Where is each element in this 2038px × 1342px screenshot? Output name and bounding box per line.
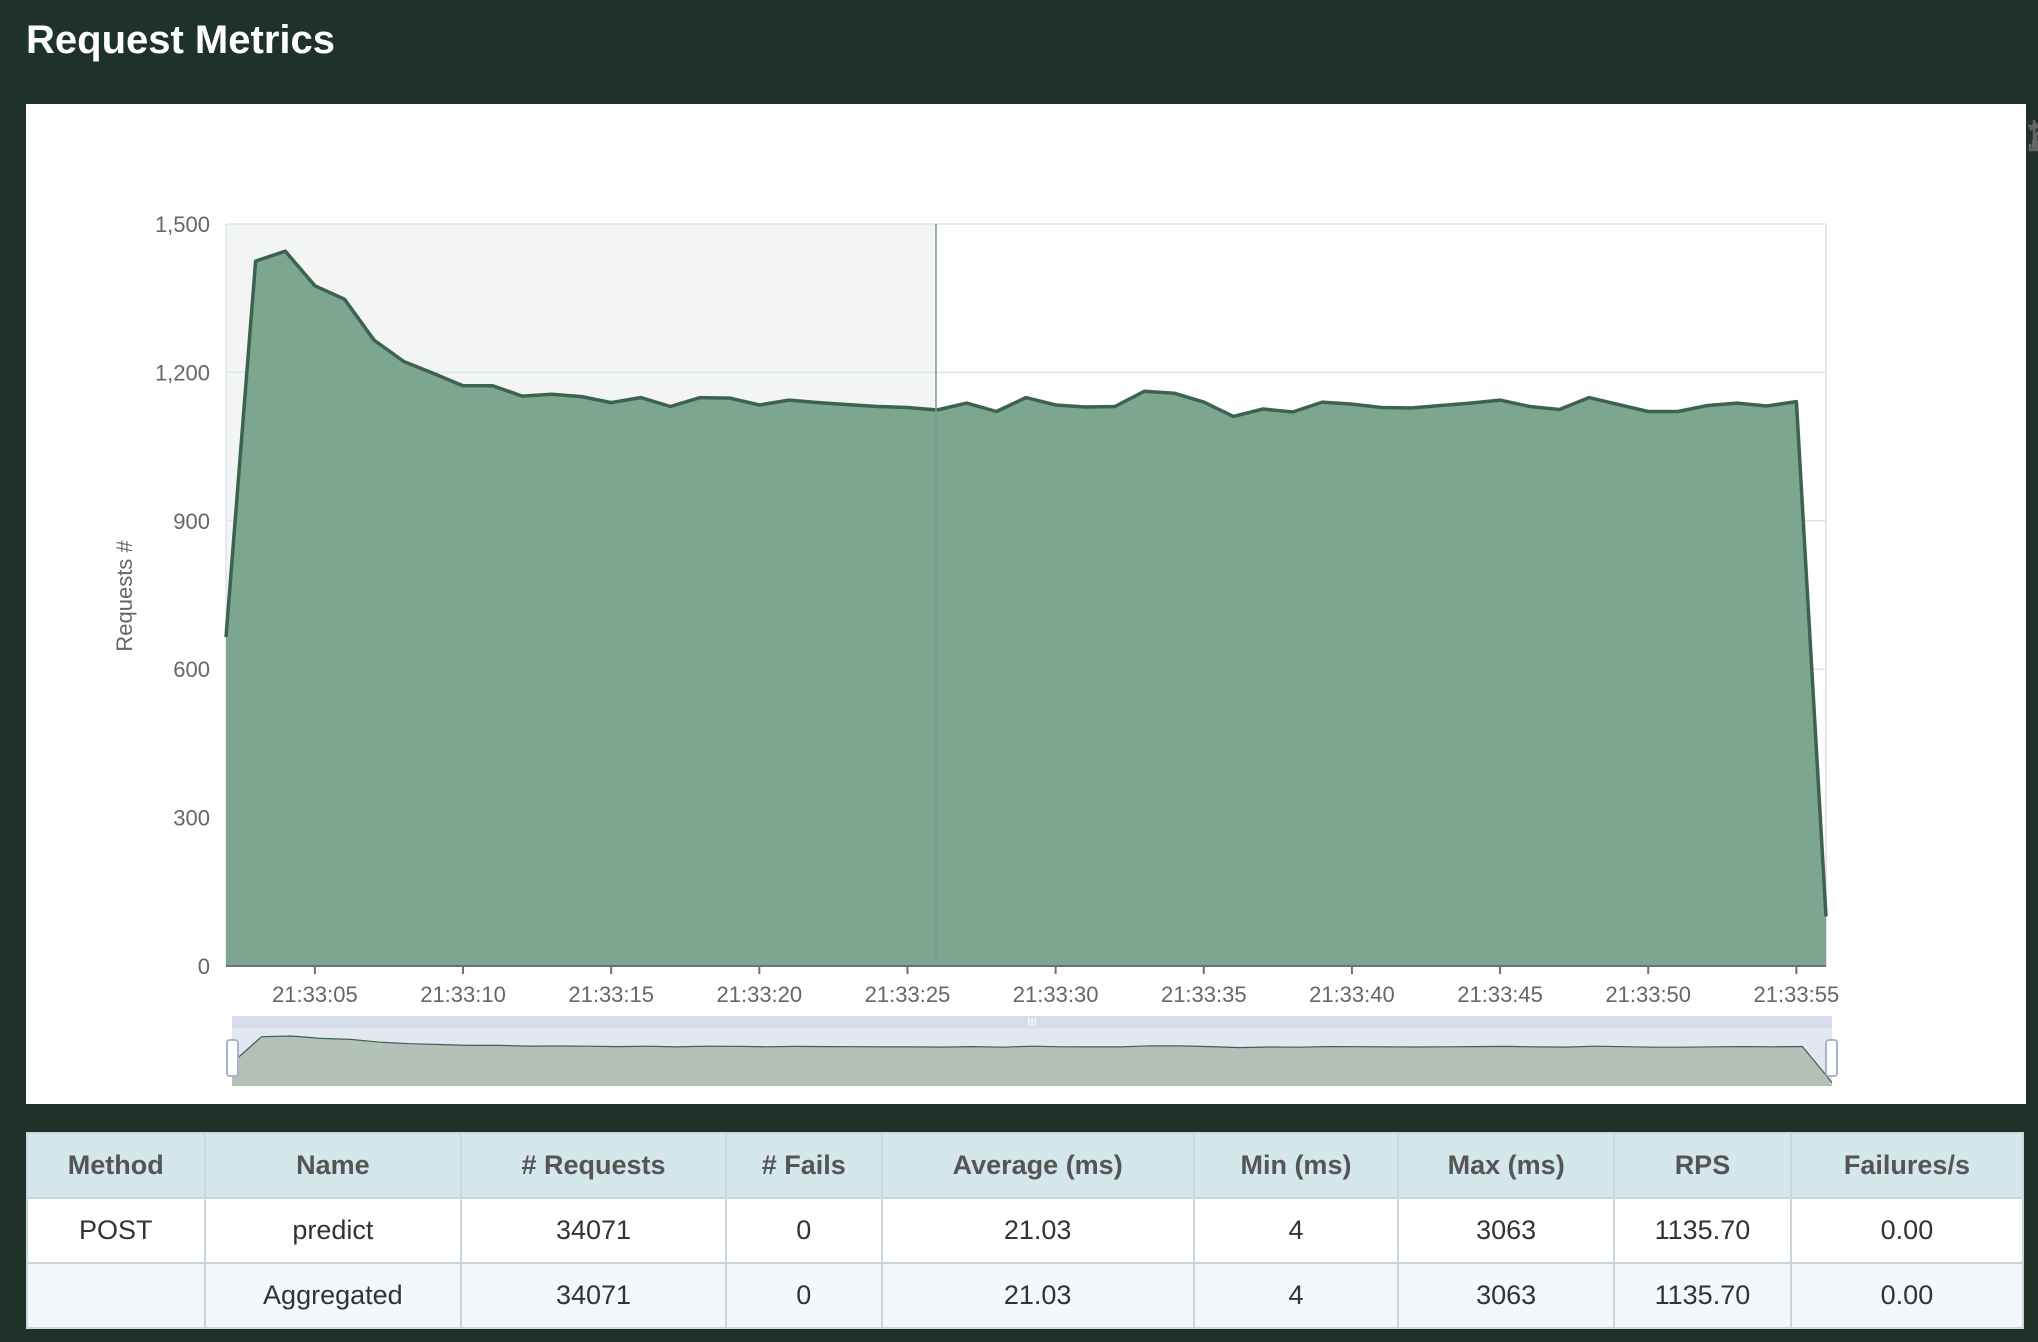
- x-axis-ticks: 21:33:05 21:33:10 21:33:15 21:33:20 21:33:25…: [272, 966, 1839, 1007]
- cell-rps: 1135.70: [1613, 1197, 1792, 1264]
- cell-min: 4: [1192, 1262, 1400, 1329]
- cell-requests: 34071: [460, 1197, 727, 1264]
- cell-fails: 0: [724, 1197, 883, 1264]
- x-tick-label: 21:33:40: [1309, 982, 1395, 1007]
- x-tick-label: 21:33:15: [568, 982, 654, 1007]
- x-tick-label: 21:33:05: [272, 982, 358, 1007]
- y-tick-label: 300: [173, 806, 210, 831]
- series-line: [224, 249, 1828, 917]
- y-tick-label: 0: [198, 954, 210, 979]
- cell-average: 21.03: [880, 1197, 1195, 1264]
- cell-average: 21.03: [880, 1262, 1195, 1329]
- slider-preview-line: [231, 1035, 1833, 1083]
- column-header-average[interactable]: Average (ms): [880, 1132, 1195, 1199]
- column-header-max[interactable]: Max (ms): [1397, 1132, 1616, 1199]
- slider-grip-icon[interactable]: III: [1027, 1015, 1037, 1029]
- column-header-name[interactable]: Name: [203, 1132, 463, 1199]
- y-tick-label: 1,500: [155, 212, 210, 237]
- page-title: Request Metrics: [26, 18, 335, 62]
- slider-handle-bar[interactable]: [232, 1016, 1832, 1028]
- x-tick-label: 21:33:20: [717, 982, 803, 1007]
- cell-failures-per-sec: 0.00: [1789, 1262, 2025, 1329]
- x-tick-label: 21:33:30: [1013, 982, 1099, 1007]
- data-zoom-slider[interactable]: III: [226, 1015, 1838, 1086]
- download-icon[interactable]: [2026, 116, 2038, 156]
- table-header-row: Method Name # Requests # Fails Average (…: [26, 1132, 2025, 1199]
- x-tick-label: 21:33:10: [420, 982, 506, 1007]
- column-header-min[interactable]: Min (ms): [1192, 1132, 1400, 1199]
- y-axis-ticks: 0 300 600 900 1,200 1,500: [155, 212, 210, 979]
- x-tick-label: 21:33:55: [1754, 982, 1840, 1007]
- table-row: Aggregated 34071 0 21.03 4 3063 1135.70 …: [26, 1262, 2025, 1329]
- cell-max: 3063: [1397, 1197, 1616, 1264]
- cell-requests: 34071: [460, 1262, 727, 1329]
- column-header-rps[interactable]: RPS: [1613, 1132, 1792, 1199]
- slider-preview: [231, 1035, 1833, 1086]
- cell-max: 3063: [1397, 1262, 1616, 1329]
- column-header-method[interactable]: Method: [26, 1132, 206, 1199]
- column-header-fails[interactable]: # Fails: [724, 1132, 883, 1199]
- y-axis-label: Requests #: [112, 540, 137, 652]
- cell-min: 4: [1192, 1197, 1400, 1264]
- x-tick-label: 21:33:50: [1605, 982, 1691, 1007]
- cell-rps: 1135.70: [1613, 1262, 1792, 1329]
- x-tick-label: 21:33:45: [1457, 982, 1543, 1007]
- column-header-requests[interactable]: # Requests: [460, 1132, 727, 1199]
- metrics-table: Method Name # Requests # Fails Average (…: [26, 1132, 2025, 1329]
- cell-method: POST: [26, 1197, 206, 1264]
- y-tick-label: 900: [173, 509, 210, 534]
- cell-name: Aggregated: [203, 1262, 463, 1329]
- slider-preview-area: [232, 1036, 1832, 1086]
- column-header-failures-per-sec[interactable]: Failures/s: [1789, 1132, 2025, 1199]
- x-tick-label: 21:33:25: [865, 982, 951, 1007]
- x-tick-label: 21:33:35: [1161, 982, 1247, 1007]
- y-tick-label: 1,200: [155, 360, 210, 385]
- cell-fails: 0: [724, 1262, 883, 1329]
- cell-method: [26, 1262, 206, 1329]
- table-row: POST predict 34071 0 21.03 4 3063 1135.7…: [26, 1197, 2025, 1264]
- slider-left-handle[interactable]: [226, 1039, 239, 1077]
- y-tick-label: 600: [173, 657, 210, 682]
- chart-panel: 0 300 600 900 1,200 1,500 21:33:05 21:33:10 21:…: [26, 104, 2038, 1104]
- cell-failures-per-sec: 0.00: [1789, 1197, 2025, 1264]
- series-area: [224, 249, 1828, 966]
- series-area-fill: [226, 251, 1826, 966]
- slider-right-handle[interactable]: [1825, 1039, 1838, 1077]
- cell-name: predict: [203, 1197, 463, 1264]
